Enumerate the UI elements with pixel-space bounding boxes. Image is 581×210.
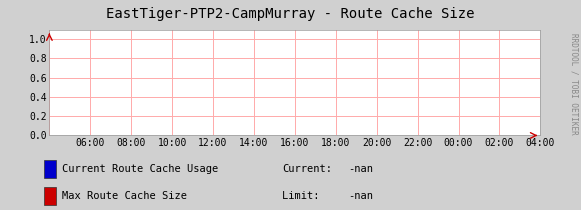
Text: Current Route Cache Usage: Current Route Cache Usage [62, 164, 218, 174]
Text: -nan: -nan [349, 191, 374, 201]
Text: Current:: Current: [282, 164, 332, 174]
Text: RRDTOOL / TOBI OETIKER: RRDTOOL / TOBI OETIKER [569, 33, 578, 135]
Text: Limit:: Limit: [282, 191, 332, 201]
Text: EastTiger-PTP2-CampMurray - Route Cache Size: EastTiger-PTP2-CampMurray - Route Cache … [106, 7, 475, 21]
Text: -nan: -nan [349, 164, 374, 174]
Text: Max Route Cache Size: Max Route Cache Size [62, 191, 218, 201]
